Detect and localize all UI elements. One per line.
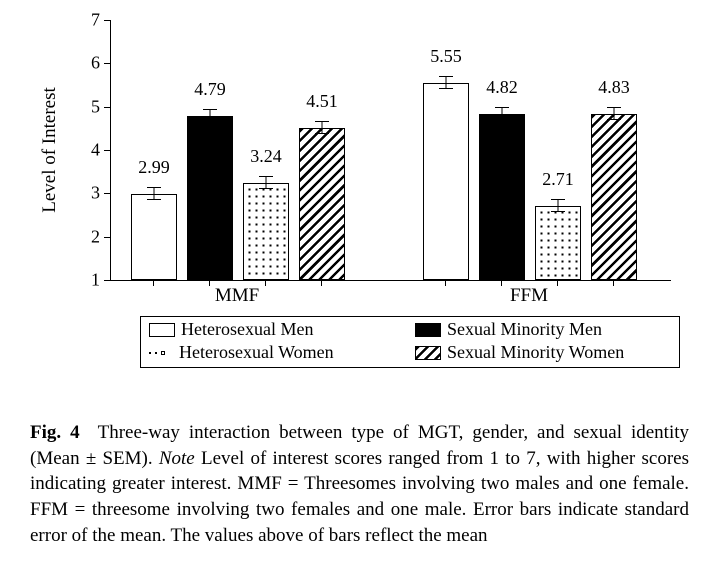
bar	[423, 83, 469, 280]
error-bar-cap	[607, 119, 621, 120]
figure-caption: Fig. 4 Three-way interaction between typ…	[30, 420, 689, 548]
error-bar-cap	[495, 119, 509, 120]
y-tick-label: 2	[50, 226, 100, 247]
bar-value-label: 4.79	[180, 79, 240, 100]
y-tick-label: 7	[50, 10, 100, 31]
group-label: MMF	[177, 285, 297, 307]
bar-value-label: 4.83	[584, 77, 644, 98]
error-bar-cap	[439, 76, 453, 77]
legend-item-hetero-men: Heterosexual Men	[149, 319, 405, 340]
y-tick-label: 1	[50, 270, 100, 291]
chart-area: Level of Interest 1234567 2.994.793.244.…	[50, 10, 690, 350]
legend: Heterosexual Men Sexual Minority Men Het…	[140, 316, 680, 368]
y-tick-label: 5	[50, 96, 100, 117]
bar	[591, 114, 637, 280]
legend-swatch-white-icon	[149, 323, 175, 337]
error-bar-cap	[203, 109, 217, 110]
bar-value-label: 2.99	[124, 157, 184, 178]
error-bar-cap	[259, 188, 273, 189]
bar	[131, 194, 177, 280]
y-tick-label: 6	[50, 53, 100, 74]
error-bar-cap	[203, 121, 217, 122]
error-bar-cap	[259, 176, 273, 177]
x-tick	[153, 280, 154, 286]
error-bar-cap	[315, 133, 329, 134]
bar-value-label: 3.24	[236, 146, 296, 167]
legend-label: Heterosexual Women	[179, 342, 334, 363]
figure-label: Fig. 4	[30, 422, 80, 443]
legend-label: Sexual Minority Men	[447, 319, 602, 340]
bar-value-label: 4.82	[472, 77, 532, 98]
bar	[479, 114, 525, 280]
bar-value-label: 5.55	[416, 46, 476, 67]
legend-item-minority-women: Sexual Minority Women	[415, 342, 671, 363]
plot-region: 2.99 4.79 3.24 4.51 5.55 4.82 2.71 4.83	[110, 20, 671, 281]
legend-swatch-hatch-icon	[415, 346, 441, 360]
error-bar-cap	[147, 199, 161, 200]
x-tick	[613, 280, 614, 286]
bar	[535, 206, 581, 280]
bar-value-label: 4.51	[292, 91, 352, 112]
error-bar-cap	[551, 211, 565, 212]
caption-note-word: Note	[159, 448, 195, 469]
legend-label: Heterosexual Men	[181, 319, 313, 340]
figure-container: Level of Interest 1234567 2.994.793.244.…	[0, 0, 719, 583]
group-label: FFM	[469, 285, 589, 307]
bar	[243, 183, 289, 280]
bar-value-label: 2.71	[528, 169, 588, 190]
error-bar-cap	[439, 88, 453, 89]
legend-label: Sexual Minority Women	[447, 342, 624, 363]
error-bar-cap	[495, 107, 509, 108]
bar	[299, 128, 345, 280]
legend-item-minority-men: Sexual Minority Men	[415, 319, 671, 340]
error-bar-cap	[147, 187, 161, 188]
legend-swatch-black-icon	[415, 323, 441, 337]
y-tick-label: 4	[50, 140, 100, 161]
error-bar-cap	[315, 121, 329, 122]
legend-item-hetero-women: Heterosexual Women	[149, 342, 405, 363]
x-tick	[321, 280, 322, 286]
legend-swatch-dots-icon	[149, 346, 175, 360]
error-bar-cap	[607, 107, 621, 108]
y-tick-label: 3	[50, 183, 100, 204]
x-tick	[445, 280, 446, 286]
error-bar-cap	[551, 199, 565, 200]
bar	[187, 116, 233, 280]
